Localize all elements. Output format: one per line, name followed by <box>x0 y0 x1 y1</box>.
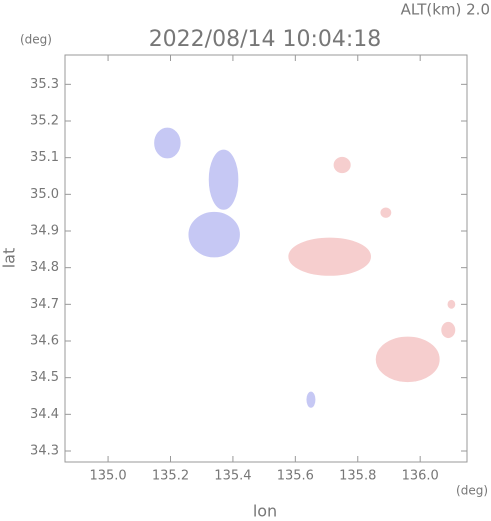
y-tick-label: 35.1 <box>30 150 59 165</box>
echo <box>441 321 456 339</box>
y-tick-label: 34.3 <box>30 444 59 459</box>
x-unit: (deg) <box>456 484 488 498</box>
x-tick-label: 135.8 <box>339 469 376 484</box>
y-tick-label: 34.9 <box>30 224 59 239</box>
x-axis-label: lon <box>253 502 277 521</box>
x-tick-label: 135.2 <box>152 469 189 484</box>
echo <box>375 336 440 383</box>
echo <box>333 156 351 174</box>
subtitle: ALT(km) 2.0 <box>401 1 490 19</box>
echo <box>188 211 240 258</box>
y-tick-label: 35.3 <box>30 77 59 92</box>
y-unit: (deg) <box>20 33 52 47</box>
echo <box>380 207 392 218</box>
chart-title: 2022/08/14 10:04:18 <box>149 27 382 52</box>
x-tick-label: 136.0 <box>402 469 439 484</box>
y-tick-label: 34.5 <box>30 370 59 385</box>
echo <box>447 299 456 309</box>
y-tick-label: 34.8 <box>30 260 59 275</box>
echo <box>306 391 316 408</box>
y-tick-label: 34.4 <box>30 407 59 422</box>
echo <box>208 149 239 210</box>
y-tick-label: 34.7 <box>30 297 59 312</box>
plot-frame <box>64 54 468 463</box>
x-tick-label: 135.4 <box>214 469 251 484</box>
echo <box>154 127 181 159</box>
y-tick-label: 34.6 <box>30 334 59 349</box>
x-tick-label: 135.6 <box>277 469 314 484</box>
x-tick-label: 135.0 <box>89 469 126 484</box>
y-tick-label: 35.0 <box>30 187 59 202</box>
y-axis-label: lat <box>0 248 19 269</box>
y-tick-label: 35.2 <box>30 114 59 129</box>
echo <box>288 237 371 276</box>
